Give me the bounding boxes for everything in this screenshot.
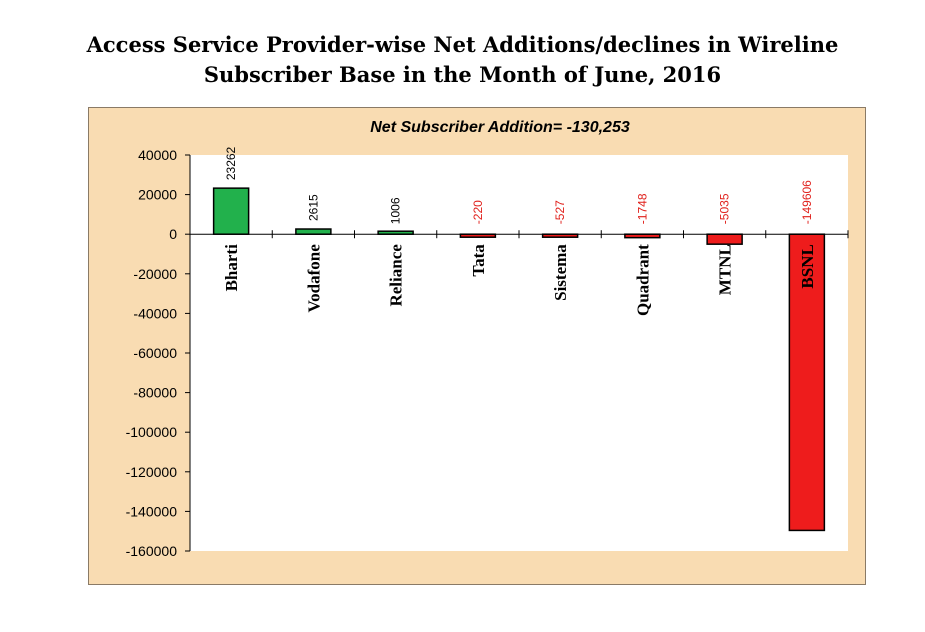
bar-bharti [212, 187, 250, 235]
data-label: -1748 [635, 193, 649, 224]
category-label: Reliance [387, 244, 406, 307]
category-label: Quadrant [633, 244, 652, 316]
category-label: Sistema [551, 244, 570, 301]
y-tick-label: 0 [169, 226, 177, 242]
category-label: Tata [469, 244, 488, 277]
category-label: BSNL [798, 244, 817, 288]
data-label: -527 [553, 200, 567, 224]
y-tick-label: -60000 [133, 345, 177, 361]
chart-title-line-1: Access Service Provider-wise Net Additio… [86, 32, 839, 57]
y-tick-label: -20000 [133, 266, 177, 282]
y-tick-label: -120000 [126, 464, 178, 480]
y-tick-label: 20000 [138, 187, 177, 203]
plot-area [190, 155, 848, 551]
y-tick-label: -40000 [133, 305, 177, 321]
data-label: 1006 [389, 197, 403, 224]
bar-quadrant [624, 233, 661, 239]
chart-title: Access Service Provider-wise Net Additio… [0, 30, 925, 90]
bar-mtnl [706, 233, 743, 245]
data-label: 23262 [224, 146, 238, 180]
category-label: Vodafone [304, 244, 323, 313]
bar-vodafone [295, 228, 332, 235]
category-label: MTNL [716, 244, 735, 295]
category-label: Bharti [222, 244, 241, 292]
y-tick-label: -160000 [126, 543, 178, 559]
data-label: 2615 [306, 194, 320, 221]
data-label: -5035 [718, 193, 732, 224]
bar-bsnl [788, 233, 826, 532]
y-tick-label: 40000 [138, 147, 177, 163]
chart-title-line-2: Subscriber Base in the Month of June, 20… [203, 62, 722, 87]
data-label: -149606 [800, 180, 814, 224]
y-tick-label: -100000 [126, 424, 178, 440]
chart-subtitle: Net Subscriber Addition= -130,253 [370, 119, 630, 136]
y-tick-label: -140000 [126, 503, 178, 519]
data-label: -220 [471, 200, 485, 224]
y-tick-label: -80000 [133, 385, 177, 401]
